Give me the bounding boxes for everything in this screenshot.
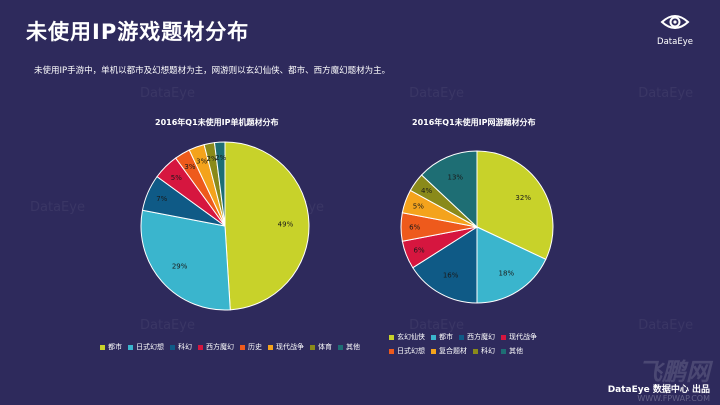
- site-watermark: 飞鹏网: [638, 358, 710, 386]
- watermark-text: DataEye: [409, 86, 465, 101]
- data-label: 6%: [409, 224, 420, 232]
- legend-label: 体育: [318, 343, 332, 351]
- legend-item: 科幻: [170, 342, 192, 352]
- page-title: 未使用IP游戏题材分布: [26, 20, 250, 44]
- legend-swatch: [459, 335, 464, 340]
- pie-slice: [140, 209, 231, 311]
- legend-swatch: [268, 344, 273, 350]
- legend-swatch: [389, 335, 394, 340]
- legend-item: 体育: [310, 342, 332, 352]
- legend-item: 现代战争: [268, 342, 304, 352]
- legend-swatch: [128, 344, 133, 350]
- pie-slice: [213, 141, 226, 227]
- watermark-text: DataEye: [30, 200, 85, 215]
- pie-chart-online: 32% 18% 16% 6% 6% 5% 4% 13%: [400, 150, 554, 304]
- legend-label: 现代战争: [509, 333, 537, 341]
- legend-standalone: 都市 日式幻想 科幻 西方魔幻 历史 现代战争 体育 其他: [100, 342, 400, 352]
- watermark-row: DataEye DataEye DataEye: [0, 318, 720, 338]
- data-label: 5%: [171, 174, 182, 182]
- data-label: 13%: [447, 173, 463, 181]
- pie-slice: [224, 141, 310, 311]
- pie-slice: [412, 226, 478, 304]
- data-label: 3%: [196, 158, 207, 166]
- data-label: 29%: [172, 262, 188, 270]
- pie-slice: [476, 226, 547, 304]
- watermark-text: DataEye: [140, 318, 195, 333]
- chart-title-standalone: 2016年Q1未使用IP单机题材分布: [155, 118, 279, 127]
- legend-swatch: [198, 344, 203, 350]
- legend-label: 其他: [509, 347, 523, 355]
- page-subtitle: 未使用IP手游中，单机以都市及幻想题材为主，网游则以玄幻仙侠、都市、西方魔幻题材…: [34, 66, 391, 76]
- data-label: 7%: [156, 195, 167, 203]
- legend-swatch: [389, 349, 394, 354]
- legend-label: 西方魔幻: [467, 333, 495, 341]
- data-label: 5%: [413, 202, 424, 210]
- data-label: 2%: [215, 154, 226, 162]
- legend-label: 科幻: [178, 343, 192, 351]
- data-label: 6%: [414, 246, 425, 254]
- legend-swatch: [310, 344, 315, 350]
- legend-swatch: [100, 344, 105, 350]
- legend-item: 其他: [338, 342, 360, 352]
- legend-swatch: [473, 349, 478, 354]
- legend-label: 现代战争: [276, 343, 304, 351]
- legend-item: 复合题材: [431, 345, 467, 358]
- legend-swatch: [338, 344, 343, 350]
- data-label: 16%: [443, 271, 459, 279]
- chart-title-online: 2016年Q1未使用IP网游题材分布: [412, 118, 536, 127]
- watermark-row: DataEye DataEye DataEye: [0, 86, 720, 106]
- watermark-text: DataEye: [638, 318, 694, 333]
- legend-swatch: [501, 349, 506, 354]
- watermark-text: DataEye: [140, 86, 195, 101]
- eye-logo-icon: [660, 15, 690, 29]
- legend-label: 历史: [248, 343, 262, 351]
- legend-label: 玄幻仙侠: [397, 333, 425, 341]
- legend-label: 复合题材: [439, 347, 467, 355]
- legend-label: 日式幻想: [397, 347, 425, 355]
- brand-logo: DataEye: [644, 12, 706, 47]
- legend-item: 日式幻想: [389, 345, 425, 358]
- legend-item: 日式幻想: [128, 342, 164, 352]
- legend-swatch: [170, 344, 175, 350]
- legend-swatch: [431, 335, 436, 340]
- pie-slice: [420, 150, 478, 229]
- legend-label: 科幻: [481, 347, 495, 355]
- pie-chart-standalone: 49%29%7%5%3%3% 2%2%: [140, 141, 310, 311]
- legend-label: 都市: [108, 343, 122, 351]
- legend-online: 玄幻仙侠 都市 西方魔幻 现代战争日式幻想 复合题材 科幻 其他: [389, 331, 569, 359]
- legend-item: 玄幻仙侠: [389, 331, 425, 344]
- legend-label: 其他: [346, 343, 360, 351]
- legend-item: 历史: [240, 342, 262, 352]
- data-label: 4%: [421, 187, 432, 195]
- watermark-text: DataEye: [409, 318, 465, 333]
- legend-swatch: [501, 335, 506, 340]
- footer-brand: DataEye 数据中心 出品: [607, 385, 710, 395]
- legend-item: 其他: [501, 345, 523, 358]
- legend-item: 西方魔幻: [459, 331, 495, 344]
- data-label: 2%: [207, 155, 218, 163]
- data-label: 3%: [184, 163, 195, 171]
- legend-item: 西方魔幻: [198, 342, 234, 352]
- watermark-row: DataEye DataEye DataEye: [0, 200, 720, 220]
- legend-label: 日式幻想: [136, 343, 164, 351]
- legend-swatch: [240, 344, 245, 350]
- legend-item: 都市: [100, 342, 122, 352]
- pie-slice: [476, 150, 554, 261]
- legend-label: 西方魔幻: [206, 343, 234, 351]
- site-url: WWW.FPWAP.COM: [637, 394, 710, 403]
- legend-swatch: [431, 349, 436, 354]
- logo-text: DataEye: [657, 37, 693, 47]
- data-label: 49%: [278, 221, 294, 229]
- legend-item: 都市: [431, 331, 453, 344]
- legend-item: 现代战争: [501, 331, 537, 344]
- legend-label: 都市: [439, 333, 453, 341]
- data-label: 18%: [499, 270, 515, 278]
- watermark-text: DataEye: [638, 86, 694, 101]
- data-label: 32%: [515, 194, 531, 202]
- legend-item: 科幻: [473, 345, 495, 358]
